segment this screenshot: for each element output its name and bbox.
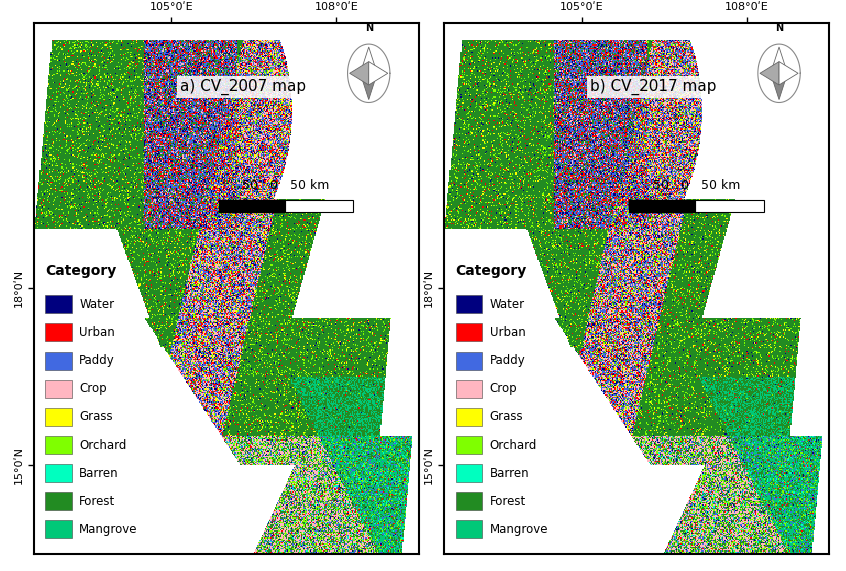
- Bar: [456, 295, 482, 313]
- Text: Paddy: Paddy: [490, 354, 525, 367]
- Polygon shape: [360, 47, 377, 73]
- Polygon shape: [771, 47, 788, 73]
- Text: Mangrove: Mangrove: [490, 523, 548, 536]
- Text: Category: Category: [456, 264, 527, 279]
- Polygon shape: [360, 73, 377, 99]
- Bar: [456, 323, 482, 341]
- Bar: [46, 408, 72, 426]
- Bar: [456, 380, 482, 398]
- Text: Barren: Barren: [80, 467, 119, 480]
- Text: 50   0   50 km: 50 0 50 km: [242, 179, 330, 192]
- Text: Mangrove: Mangrove: [80, 523, 138, 536]
- Bar: [456, 352, 482, 369]
- Text: N: N: [365, 23, 373, 34]
- Bar: [629, 200, 764, 212]
- Text: Grass: Grass: [80, 411, 113, 423]
- Bar: [456, 520, 482, 538]
- Bar: [46, 520, 72, 538]
- Bar: [46, 295, 72, 313]
- Bar: [46, 492, 72, 510]
- Bar: [46, 323, 72, 341]
- Polygon shape: [349, 62, 369, 85]
- Text: Forest: Forest: [80, 495, 116, 508]
- Bar: [456, 436, 482, 454]
- Bar: [218, 200, 354, 212]
- Text: Urban: Urban: [80, 326, 115, 339]
- Polygon shape: [779, 62, 798, 85]
- Text: Crop: Crop: [490, 382, 517, 395]
- Bar: [629, 200, 696, 212]
- Text: Orchard: Orchard: [490, 439, 537, 452]
- Text: b) CV_2017 map: b) CV_2017 map: [591, 79, 717, 95]
- Text: Water: Water: [80, 298, 114, 311]
- Text: a) CV_2007 map: a) CV_2007 map: [180, 79, 306, 95]
- Bar: [696, 200, 764, 212]
- Text: Barren: Barren: [490, 467, 530, 480]
- Text: 50   0   50 km: 50 0 50 km: [652, 179, 740, 192]
- Text: Urban: Urban: [490, 326, 525, 339]
- Bar: [456, 408, 482, 426]
- Bar: [286, 200, 354, 212]
- Text: Paddy: Paddy: [80, 354, 115, 367]
- Text: Forest: Forest: [490, 495, 526, 508]
- Polygon shape: [771, 73, 788, 99]
- Bar: [456, 464, 482, 482]
- Text: Category: Category: [46, 264, 117, 279]
- Bar: [456, 492, 482, 510]
- Polygon shape: [760, 62, 779, 85]
- Text: Crop: Crop: [80, 382, 107, 395]
- Text: Grass: Grass: [490, 411, 523, 423]
- Bar: [46, 352, 72, 369]
- Bar: [46, 380, 72, 398]
- Text: Orchard: Orchard: [80, 439, 127, 452]
- Bar: [218, 200, 286, 212]
- Bar: [46, 464, 72, 482]
- Text: Water: Water: [490, 298, 525, 311]
- Polygon shape: [369, 62, 387, 85]
- Bar: [46, 436, 72, 454]
- Text: N: N: [775, 23, 783, 34]
